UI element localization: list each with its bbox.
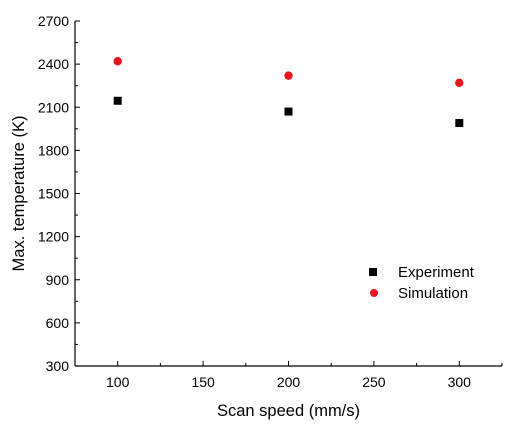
legend: Experiment Simulation: [369, 264, 475, 302]
legend-label-simulation: Simulation: [398, 285, 468, 302]
x-axis-ticks: 100 150 200 250 300: [74, 361, 503, 390]
legend-label-experiment: Experiment: [398, 264, 475, 281]
x-tick-label: 250: [362, 374, 386, 390]
y-tick-label: 1200: [38, 229, 69, 245]
x-tick-label: 200: [277, 374, 301, 390]
y-axis-ticks: 300 600 900 1200 1500 1800 2100 2400 2700: [38, 13, 80, 374]
y-tick-label: 1500: [38, 186, 69, 202]
y-tick-label: 900: [46, 272, 70, 288]
simulation-point: [113, 57, 122, 66]
y-tick-label: 2700: [38, 13, 69, 29]
x-tick-label: 150: [191, 374, 215, 390]
experiment-point: [455, 119, 464, 128]
y-tick-label: 300: [46, 358, 70, 374]
y-tick-label: 1800: [38, 142, 69, 158]
y-tick-label: 600: [46, 315, 70, 331]
y-tick-label: 2100: [38, 99, 69, 115]
x-tick-label: 100: [106, 374, 130, 390]
legend-marker-simulation: [370, 289, 378, 297]
data-points: [113, 57, 464, 128]
x-axis-title: Scan speed (mm/s): [217, 402, 360, 420]
experiment-point: [113, 96, 122, 105]
simulation-point: [455, 78, 464, 88]
experiment-point: [284, 107, 293, 116]
simulation-point: [284, 71, 293, 80]
legend-marker-experiment: [369, 268, 377, 276]
y-tick-label: 2400: [38, 56, 69, 72]
x-tick-label: 300: [448, 374, 472, 390]
y-axis-title: Max. temperature (K): [10, 116, 28, 272]
